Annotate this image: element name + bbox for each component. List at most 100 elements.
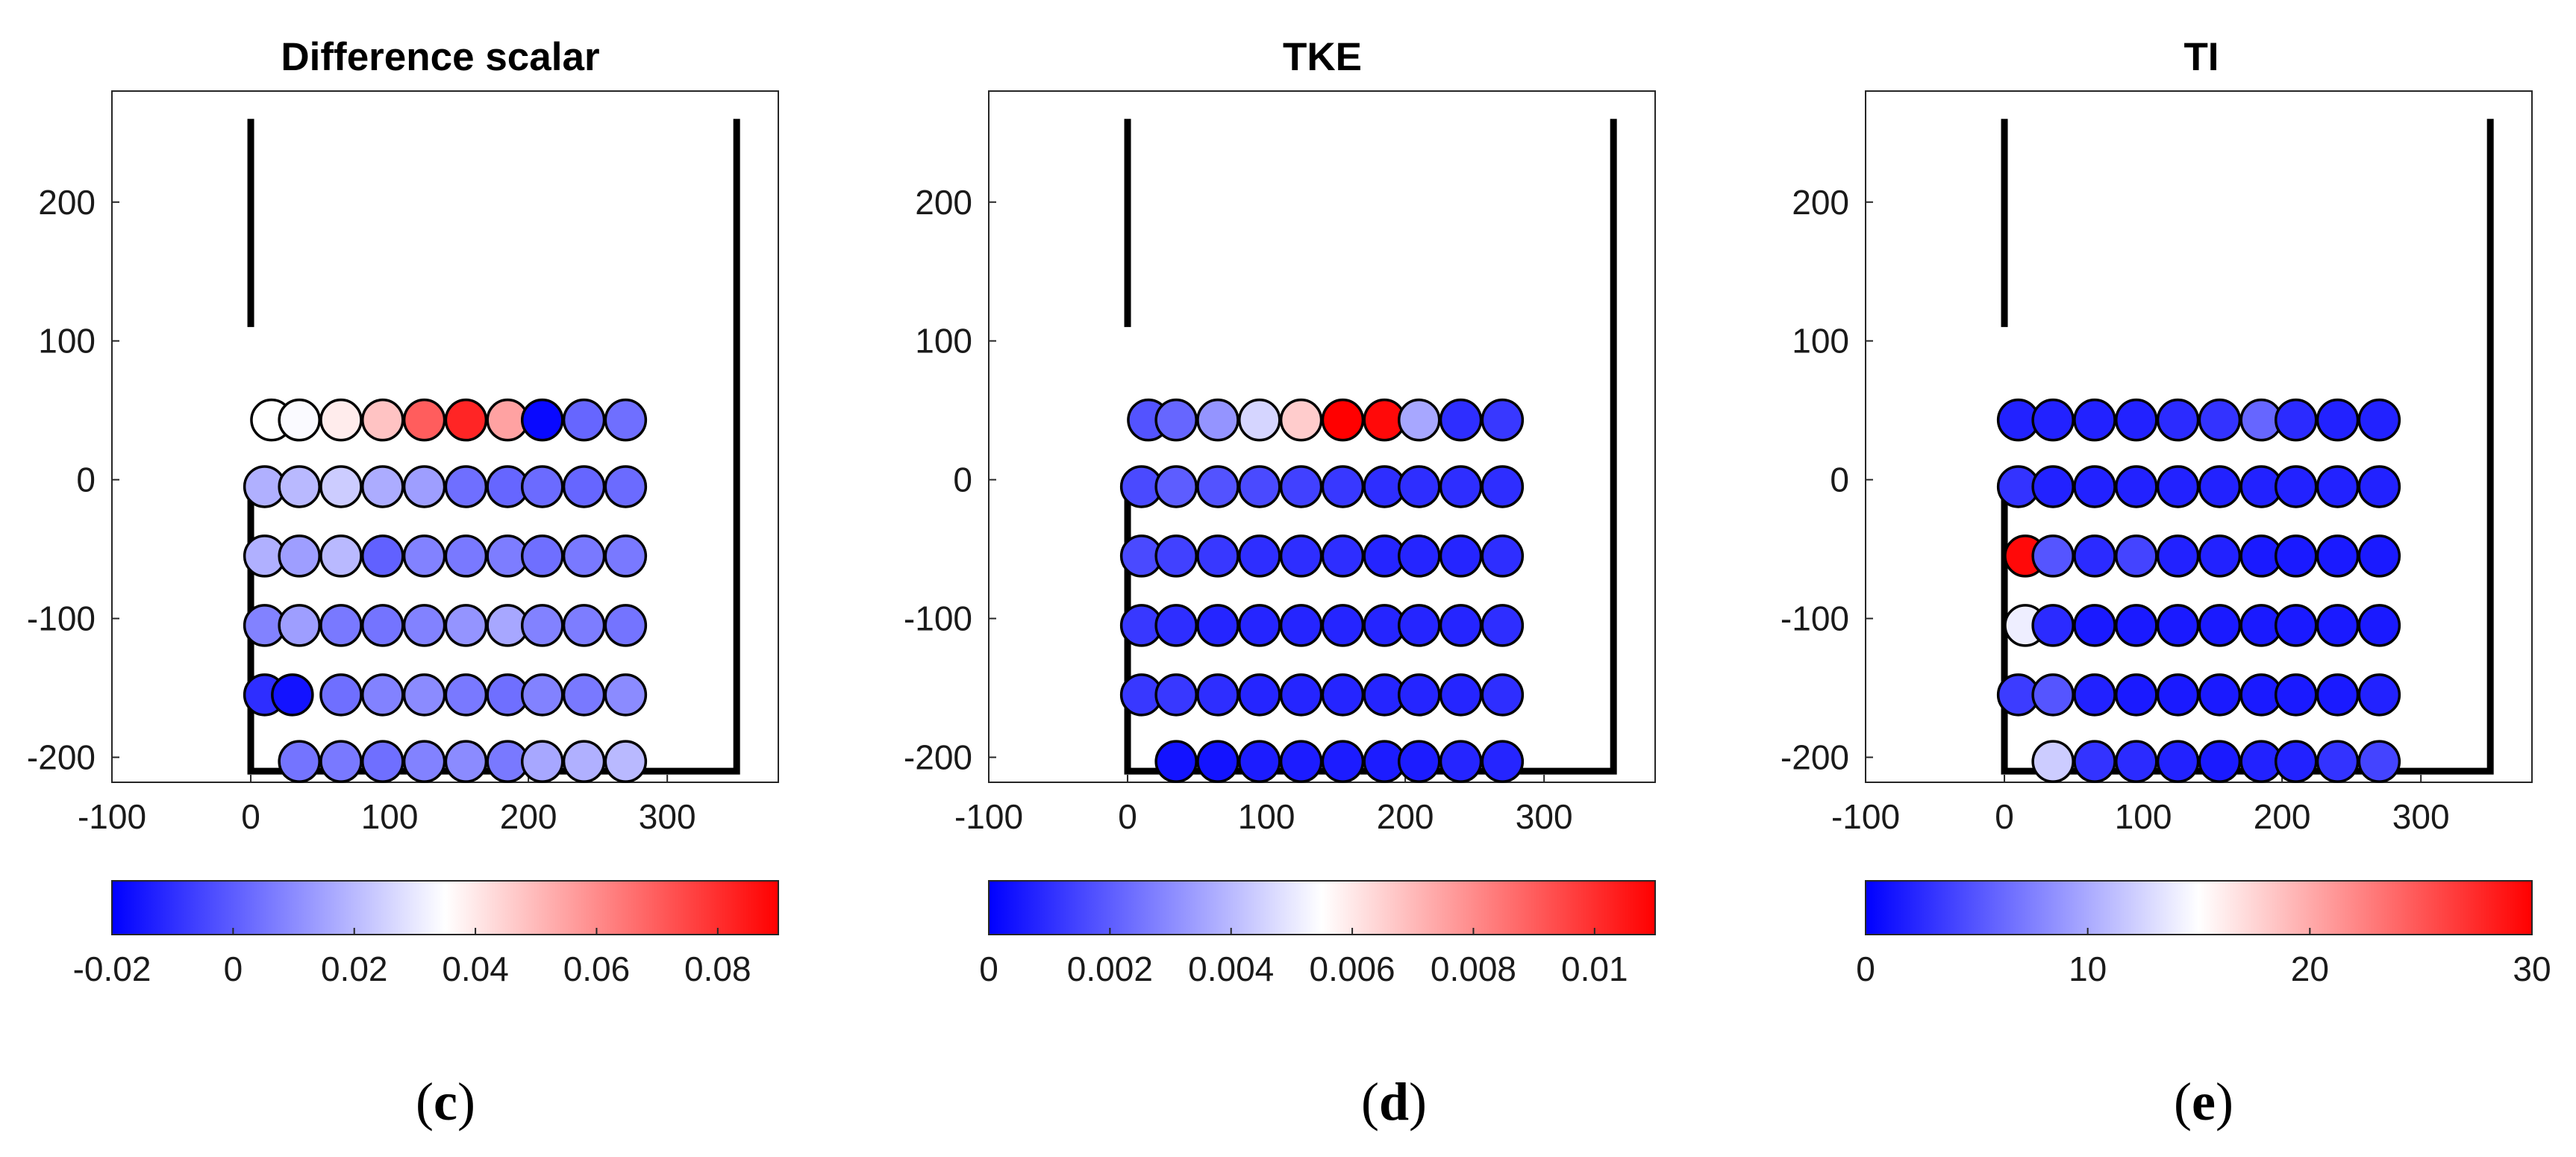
data-point <box>1154 740 1198 783</box>
data-point <box>520 398 564 442</box>
data-point <box>278 534 321 578</box>
data-point <box>2198 534 2242 578</box>
data-point <box>1397 604 1441 647</box>
x-tick-label: 0 <box>241 797 260 836</box>
data-point <box>2274 740 2318 783</box>
data-point <box>278 604 321 647</box>
data-point <box>444 398 488 442</box>
x-tick-label: 300 <box>2392 797 2450 836</box>
data-point <box>1321 534 1365 578</box>
data-point <box>2073 398 2116 442</box>
data-point <box>1196 604 1239 647</box>
y-tick-label: 0 <box>76 461 96 499</box>
data-point <box>520 673 564 717</box>
colorbar-gradient <box>111 880 779 935</box>
panel-caption: (c) <box>416 1072 475 1132</box>
data-point <box>1154 465 1198 508</box>
data-point <box>2073 740 2116 783</box>
data-point <box>2198 465 2242 508</box>
data-point <box>1481 673 1525 717</box>
data-point <box>1154 534 1198 578</box>
data-point <box>402 604 446 647</box>
data-point <box>2031 604 2075 647</box>
data-point <box>1238 534 1281 578</box>
colorbar-gradient <box>988 880 1656 935</box>
data-point <box>2115 604 2158 647</box>
data-point <box>1238 398 1281 442</box>
y-tick-label: 100 <box>1792 322 1849 361</box>
data-point <box>1397 398 1441 442</box>
panel-caption: (e) <box>2174 1072 2233 1132</box>
data-point <box>1321 398 1365 442</box>
data-point <box>2274 604 2318 647</box>
data-point <box>1397 465 1441 508</box>
data-point <box>402 673 446 717</box>
data-point <box>1321 740 1365 783</box>
panel-e: TI -100 0 100 200 300 200 100 0 -100 -200 0 10 20 30… <box>1781 35 2551 1132</box>
data-point <box>2198 673 2242 717</box>
data-point <box>278 465 321 508</box>
data-point <box>2198 398 2242 442</box>
data-point <box>2115 465 2158 508</box>
data-point <box>1439 465 1483 508</box>
x-tick-label: 0 <box>1118 797 1137 836</box>
colorbar-tick-label: 0 <box>1856 949 1875 988</box>
colorbar-tick-label: 20 <box>2291 949 2329 988</box>
data-point <box>1154 398 1198 442</box>
data-point <box>319 673 363 717</box>
colorbar: 0 0.002 0.004 0.006 0.008 0.01 <box>979 880 1656 988</box>
data-point <box>2316 465 2360 508</box>
data-point <box>1321 673 1365 717</box>
data-point <box>361 398 404 442</box>
data-point <box>278 398 321 442</box>
data-point <box>2357 465 2401 508</box>
x-tick-label: 200 <box>2254 797 2311 836</box>
x-tick-label: 0 <box>1995 797 2014 836</box>
data-point <box>520 604 564 647</box>
data-point <box>2156 534 2200 578</box>
data-point <box>2316 604 2360 647</box>
data-point <box>2316 740 2360 783</box>
data-point <box>319 534 363 578</box>
data-point <box>2115 398 2158 442</box>
colorbar-tick-label: 10 <box>2069 949 2107 988</box>
data-point <box>361 604 404 647</box>
wall-line <box>1124 119 1617 775</box>
panel-caption: (d) <box>1361 1072 1427 1132</box>
colorbar-tick-label: 30 <box>2513 949 2551 988</box>
data-point <box>444 673 488 717</box>
colorbar-tick-label: 0.01 <box>1561 949 1628 988</box>
data-point <box>2357 398 2401 442</box>
x-tick-label: 100 <box>2115 797 2172 836</box>
data-point <box>271 673 314 717</box>
data-point <box>562 673 606 717</box>
axes-box <box>988 90 1656 783</box>
y-tick-label: 0 <box>1830 461 1849 499</box>
data-point <box>604 673 648 717</box>
plot-area: -100 0 100 200 300 200 100 0 -100 -200 <box>27 90 779 836</box>
data-point <box>319 398 363 442</box>
data-point <box>278 740 321 783</box>
y-tick-label: -200 <box>904 738 972 777</box>
data-point <box>562 534 606 578</box>
plot-area: -100 0 100 200 300 200 100 0 -100 -200 <box>1781 90 2533 836</box>
panel-c: Difference scalar -100 0 100 200 3002001000-… <box>27 35 779 1132</box>
y-tick-label: 200 <box>915 183 972 222</box>
data-point <box>319 740 363 783</box>
data-point <box>444 534 488 578</box>
data-point <box>444 740 488 783</box>
panel-title: Difference scalar <box>281 35 599 79</box>
colorbar-tick-label: 0.04 <box>442 949 509 988</box>
data-point <box>1279 534 1323 578</box>
data-point <box>1238 604 1281 647</box>
data-point <box>2357 673 2401 717</box>
x-tick-label: -100 <box>1831 797 1900 836</box>
data-point <box>604 398 648 442</box>
data-point <box>1439 673 1483 717</box>
y-tick-label: -100 <box>27 599 96 638</box>
data-point <box>402 465 446 508</box>
y-tick-label: 0 <box>953 461 972 499</box>
data-point <box>2156 673 2200 717</box>
y-tick-label: 200 <box>38 183 96 222</box>
data-point <box>1279 740 1323 783</box>
